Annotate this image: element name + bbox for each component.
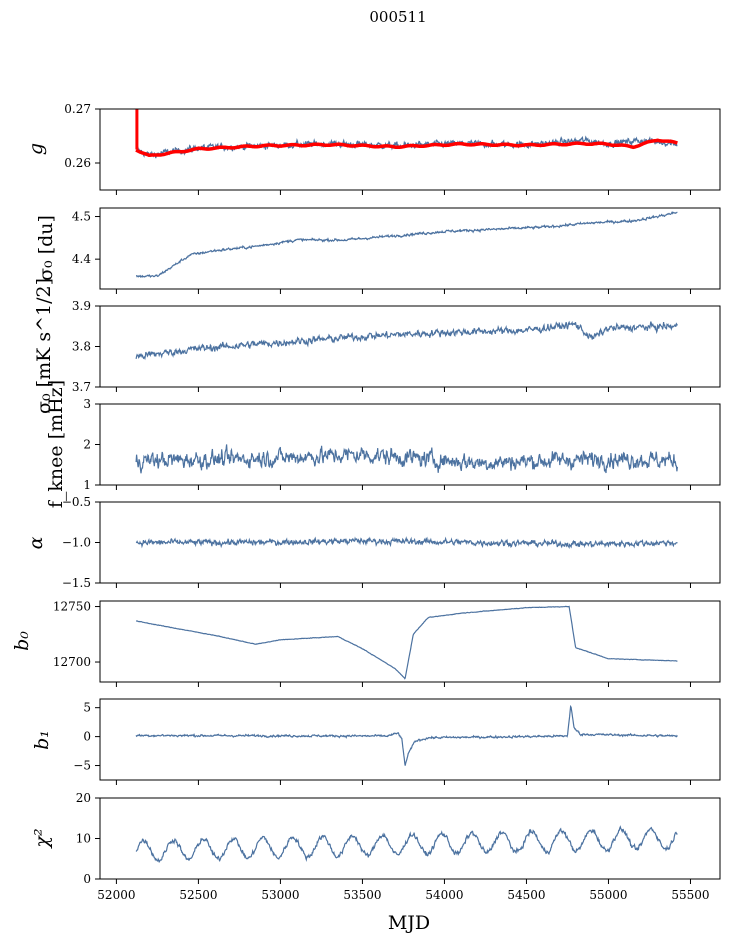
figure-title: 000511 (369, 8, 426, 26)
xtick-label: 54000 (425, 888, 463, 902)
fknee-yticks: 1 2 3 (83, 397, 100, 492)
sigma0_mK-ytick-label: 3.7 (72, 380, 91, 394)
b0-series-path (135, 605, 678, 680)
sigma0-mk-ylabel: σ₀ [mK s^1/2] (33, 278, 55, 414)
sigma0-du-xticks (115, 289, 691, 294)
b1-series-path (135, 704, 678, 766)
g-ytick-label: 0.26 (64, 156, 91, 170)
sigma0_mK-ytick-label: 3.9 (72, 299, 91, 313)
fknee-series-path (135, 444, 678, 474)
fknee-ylabel: f_knee [mHz] (45, 380, 67, 508)
panel-b0: 12700 12750 b₀ (11, 600, 721, 687)
alpha-series-line (135, 536, 678, 550)
x-axis-label: MJD (388, 912, 430, 934)
panel-chi2: 0 10 20 52000 52500 53000 53500 54000 54500 5500… (31, 791, 721, 902)
fknee-ytick-label: 1 (83, 478, 91, 492)
chi2-series-line (135, 825, 678, 864)
panel-alpha: −1.5 −1.0 −0.5 α (25, 495, 721, 590)
fknee-xticks (115, 485, 691, 490)
chi2-ytick-label: 20 (76, 791, 91, 805)
b0-xticks (115, 682, 691, 687)
g-axes-frame (99, 108, 721, 191)
g-xticks (115, 190, 691, 195)
b1-ylabel: b₁ (31, 730, 53, 750)
xtick-label: 53000 (261, 888, 299, 902)
panel-sigma0-mk: 3.7 3.8 3.9 σ₀ [mK s^1/2] (33, 278, 721, 414)
chi2-axes-frame (99, 797, 721, 880)
fknee-ytick-label: 3 (83, 397, 91, 411)
sigma0-du-series-line (135, 211, 678, 279)
chi2-ytick-label: 10 (76, 832, 91, 846)
panel-fknee: 1 2 3 f_knee [mHz] (45, 380, 721, 508)
sigma0-mk-yticks: 3.7 3.8 3.9 (72, 299, 100, 394)
sigma0-du-yticks: 4.4 4.5 (72, 210, 100, 266)
alpha-ytick-label: −1.0 (62, 536, 91, 550)
g-yticks: 0.26 0.27 (64, 102, 100, 170)
fknee-axes-frame (99, 403, 721, 486)
fknee-ytick-label: 2 (83, 438, 91, 452)
sigma0_du-ytick-label: 4.4 (72, 252, 91, 266)
b1-axes-frame (99, 698, 721, 781)
b0-axes-frame (99, 600, 721, 683)
b0-yticks: 12700 12750 (53, 600, 100, 669)
panel-g: 0.26 0.27 g (25, 102, 721, 195)
b1-ytick-label: −5 (73, 759, 91, 773)
alpha-ylabel: α (25, 536, 47, 549)
sigma0-mk-series-line (135, 320, 678, 361)
xtick-label: 55000 (589, 888, 627, 902)
panel-sigma0-du: 4.4 4.5 σ₀ [du] (35, 207, 721, 294)
b0-ylabel: b₀ (11, 631, 33, 651)
b0-ytick-label: 12750 (53, 600, 91, 614)
xtick-label: 52000 (97, 888, 135, 902)
sigma0-du-axes-frame (99, 207, 721, 290)
alpha-series-path (135, 536, 678, 550)
b1-xticks (115, 780, 691, 785)
xtick-label: 54500 (507, 888, 545, 902)
sigma0_mK-series-path (135, 320, 678, 361)
b0-series-line (135, 605, 678, 680)
g-ytick-label: 0.27 (64, 102, 91, 116)
b1-ytick-label: 5 (83, 701, 91, 715)
b1-ytick-label: 0 (83, 730, 91, 744)
chi2-xticks: 52000 52500 53000 53500 54000 54500 55000 55500 (97, 879, 710, 902)
sigma0_du-series-path (135, 211, 678, 279)
sigma0_du-ytick-label: 4.5 (72, 210, 91, 224)
g-fit-line (135, 109, 678, 157)
sigma0_mK-ytick-label: 3.8 (72, 340, 91, 354)
b1-yticks: −5 0 5 (73, 701, 100, 773)
alpha-xticks (115, 583, 691, 588)
alpha-ytick-label: −0.5 (62, 495, 91, 509)
alpha-yticks: −1.5 −1.0 −0.5 (62, 495, 100, 590)
chi2-yticks: 0 10 20 (76, 791, 100, 886)
alpha-ytick-label: −1.5 (62, 576, 91, 590)
panel-b1: −5 0 5 b₁ (31, 698, 721, 785)
chi2-ytick-label: 0 (83, 872, 91, 886)
sigma0-mk-xticks (115, 387, 691, 392)
b0-ytick-label: 12700 (53, 655, 91, 669)
xtick-label: 53500 (343, 888, 381, 902)
g-ylabel: g (25, 143, 47, 155)
fknee-series-line (135, 444, 678, 474)
g-fit-path (135, 138, 678, 157)
chi2-series-path (135, 825, 678, 864)
xtick-label: 55500 (671, 888, 709, 902)
sigma0-mk-axes-frame (99, 305, 721, 388)
sigma0-du-ylabel: σ₀ [du] (35, 215, 57, 281)
b1-series-line (135, 704, 678, 766)
chi2-ylabel: χ² (31, 828, 53, 849)
xtick-label: 52500 (179, 888, 217, 902)
